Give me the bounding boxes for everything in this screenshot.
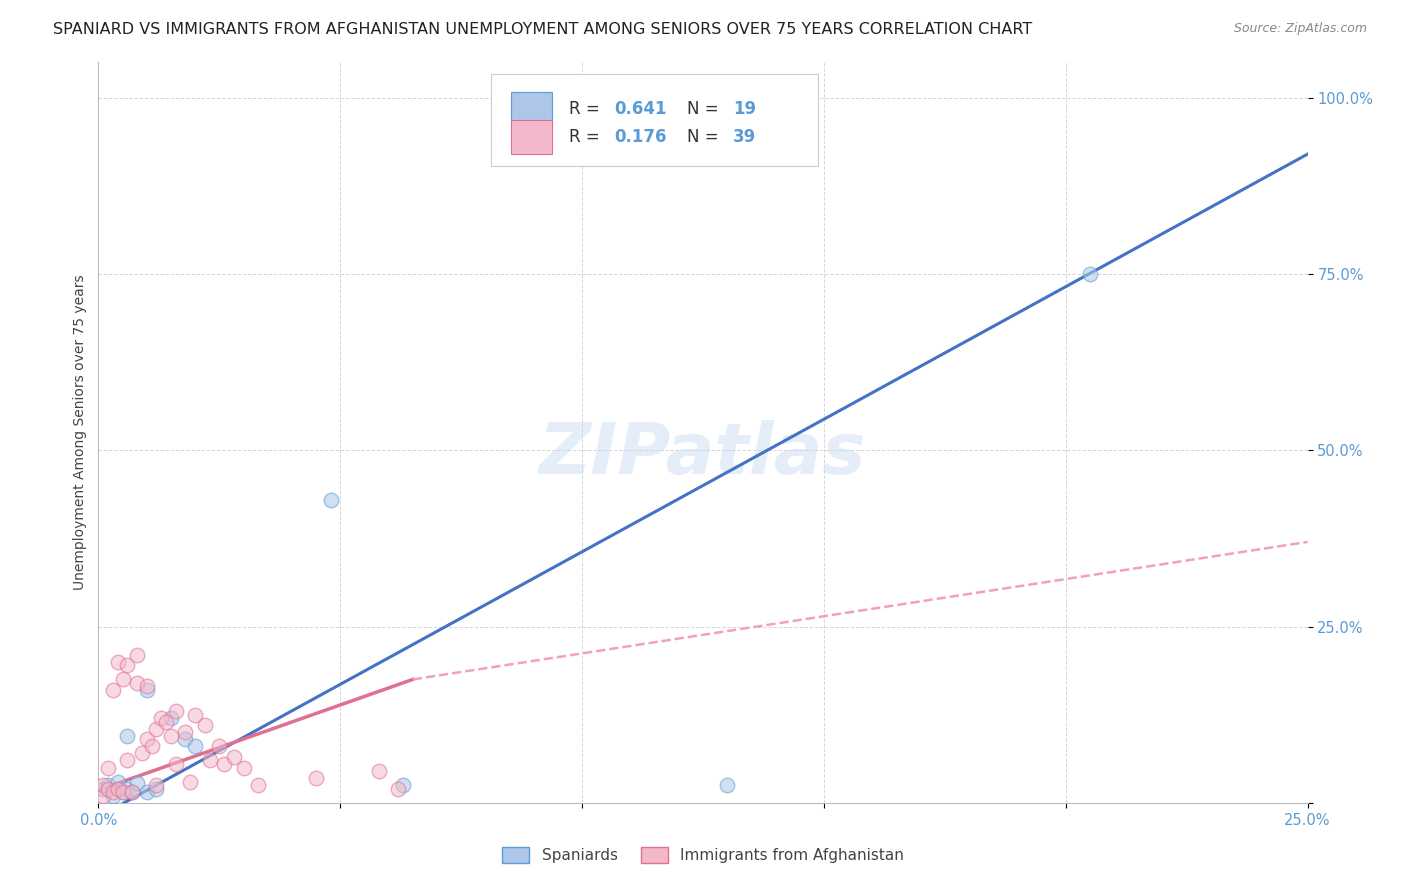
Point bbox=[165, 757, 187, 772]
Point bbox=[101, 785, 124, 799]
Point bbox=[117, 781, 139, 796]
Point bbox=[117, 658, 139, 673]
Point bbox=[368, 764, 391, 778]
Point bbox=[121, 785, 143, 799]
Point bbox=[111, 673, 134, 687]
Point bbox=[208, 739, 231, 754]
Point bbox=[212, 757, 235, 772]
Point bbox=[179, 774, 201, 789]
Point bbox=[160, 729, 183, 743]
Point bbox=[97, 760, 120, 774]
Point bbox=[91, 789, 114, 803]
Y-axis label: Unemployment Among Seniors over 75 years: Unemployment Among Seniors over 75 years bbox=[73, 275, 87, 591]
Point bbox=[101, 683, 124, 698]
Point bbox=[160, 711, 183, 725]
Text: 19: 19 bbox=[734, 100, 756, 118]
Point bbox=[184, 739, 207, 754]
Point bbox=[716, 778, 738, 792]
Point bbox=[91, 781, 114, 796]
Point bbox=[135, 680, 157, 694]
Point bbox=[232, 760, 254, 774]
FancyBboxPatch shape bbox=[492, 73, 818, 166]
Point bbox=[111, 785, 134, 799]
Point bbox=[387, 781, 409, 796]
FancyBboxPatch shape bbox=[510, 120, 551, 154]
Point bbox=[131, 747, 153, 761]
Text: Source: ZipAtlas.com: Source: ZipAtlas.com bbox=[1233, 22, 1367, 36]
Point bbox=[97, 778, 120, 792]
Point bbox=[107, 774, 129, 789]
Point bbox=[305, 771, 328, 785]
Point bbox=[111, 785, 134, 799]
Point bbox=[135, 683, 157, 698]
Text: R =: R = bbox=[569, 100, 605, 118]
Text: N =: N = bbox=[688, 100, 724, 118]
Point bbox=[145, 778, 167, 792]
Point bbox=[184, 707, 207, 722]
Text: 39: 39 bbox=[734, 128, 756, 146]
Legend: Spaniards, Immigrants from Afghanistan: Spaniards, Immigrants from Afghanistan bbox=[496, 841, 910, 869]
Point bbox=[150, 711, 173, 725]
Text: R =: R = bbox=[569, 128, 605, 146]
Point bbox=[117, 729, 139, 743]
Point bbox=[247, 778, 270, 792]
Point bbox=[127, 776, 149, 790]
Point bbox=[117, 754, 139, 768]
Point bbox=[319, 492, 342, 507]
Text: 0.176: 0.176 bbox=[614, 128, 668, 146]
Point bbox=[91, 778, 114, 792]
Point bbox=[145, 722, 167, 736]
Point bbox=[194, 718, 217, 732]
Point bbox=[145, 781, 167, 796]
Point bbox=[141, 739, 163, 754]
Point bbox=[107, 781, 129, 796]
Point bbox=[135, 732, 157, 747]
FancyBboxPatch shape bbox=[510, 92, 551, 126]
Text: ZIPatlas: ZIPatlas bbox=[540, 420, 866, 490]
Point bbox=[135, 785, 157, 799]
Text: N =: N = bbox=[688, 128, 724, 146]
Text: 0.641: 0.641 bbox=[614, 100, 668, 118]
Point bbox=[165, 704, 187, 718]
Point bbox=[174, 725, 197, 739]
Point bbox=[174, 732, 197, 747]
Point bbox=[101, 789, 124, 803]
Point bbox=[121, 785, 143, 799]
Text: SPANIARD VS IMMIGRANTS FROM AFGHANISTAN UNEMPLOYMENT AMONG SENIORS OVER 75 YEARS: SPANIARD VS IMMIGRANTS FROM AFGHANISTAN … bbox=[53, 22, 1032, 37]
Point bbox=[155, 714, 177, 729]
Point bbox=[1078, 267, 1101, 281]
Point bbox=[97, 781, 120, 796]
Point bbox=[107, 655, 129, 669]
Point bbox=[198, 754, 221, 768]
Point bbox=[127, 648, 149, 662]
Point bbox=[222, 750, 245, 764]
Point bbox=[392, 778, 415, 792]
Point bbox=[127, 676, 149, 690]
